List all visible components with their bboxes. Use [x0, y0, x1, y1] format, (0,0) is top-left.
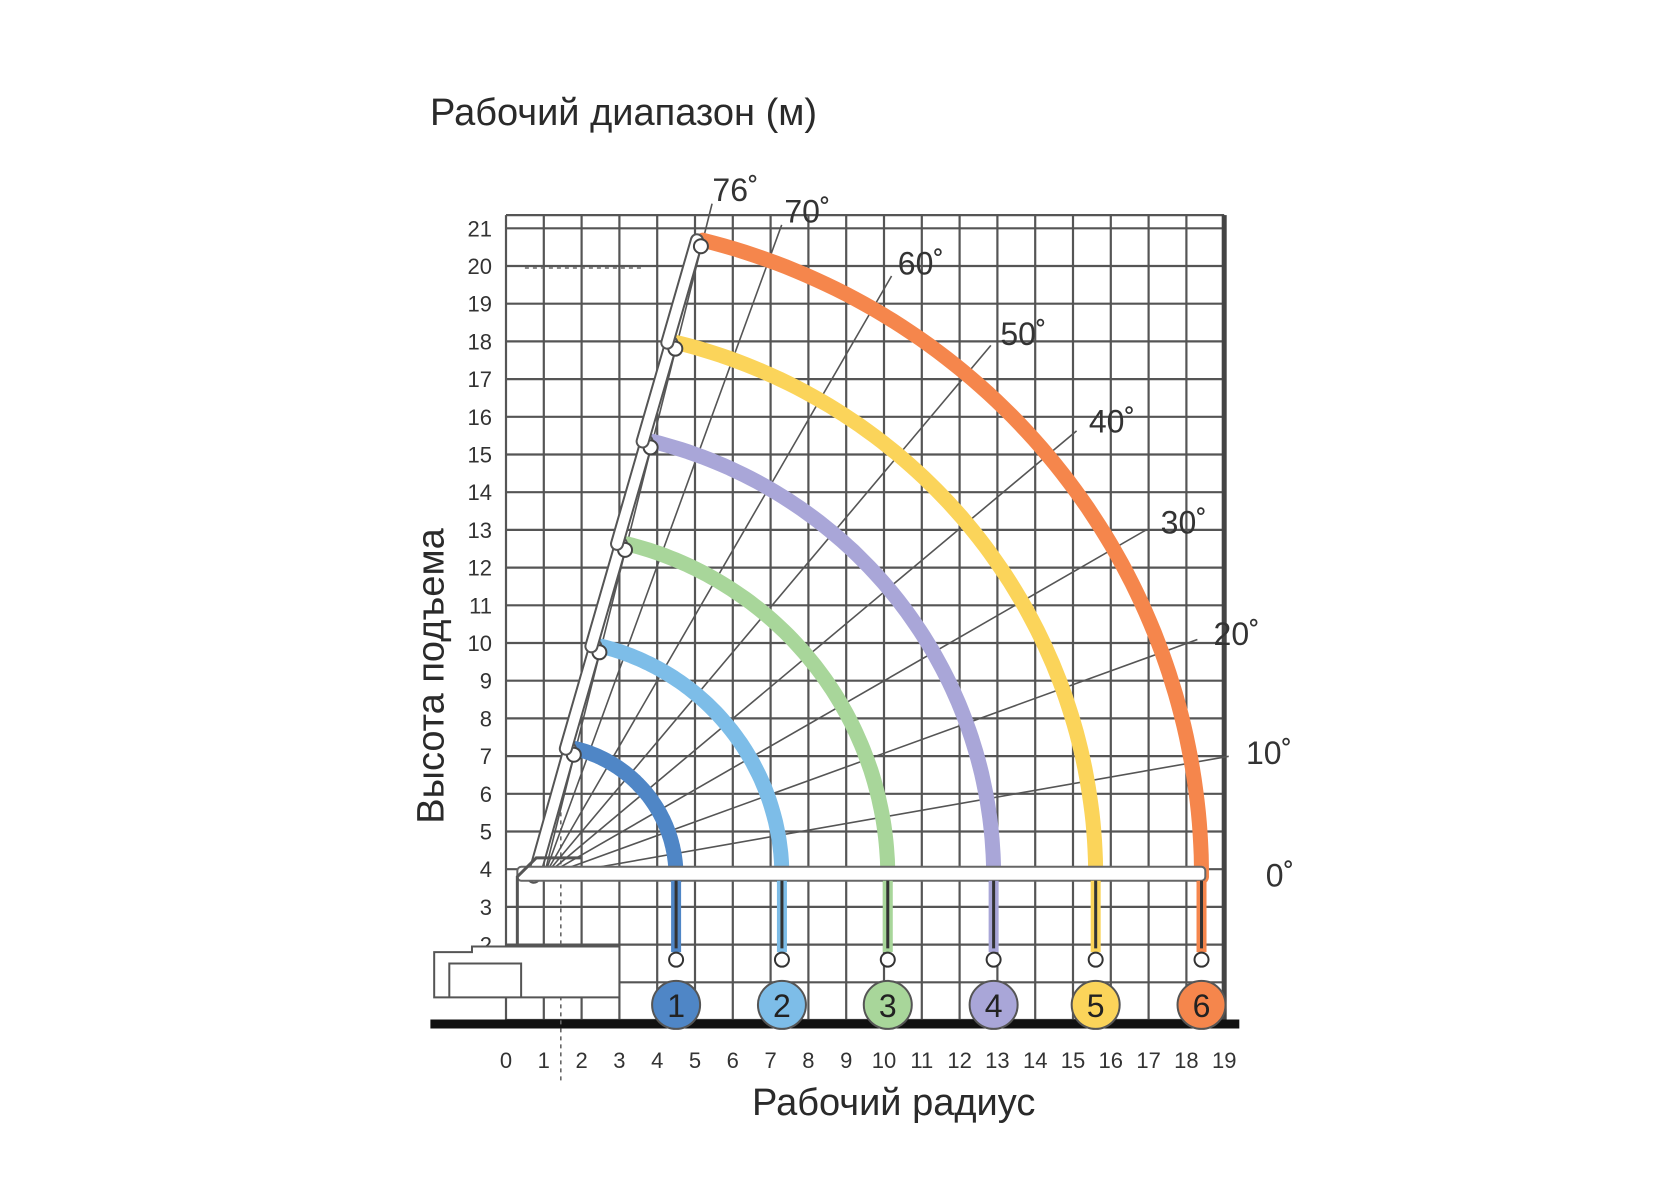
series-badge-circle — [651, 979, 702, 1030]
angle-label: 40˚ — [1089, 403, 1135, 439]
y-tick-label: 6 — [480, 782, 492, 807]
y-tick-label: 20 — [468, 254, 492, 279]
y-tick-label: 16 — [468, 405, 492, 430]
boom-section-body — [662, 235, 702, 348]
boom-reach-arc-4 — [645, 433, 1002, 885]
x-tick-label: 18 — [1174, 1048, 1198, 1073]
x-tick-label: 1 — [538, 1048, 550, 1073]
y-tick-label: 5 — [480, 820, 492, 845]
series-badge-circle — [756, 979, 807, 1030]
y-tick-label: 18 — [468, 329, 492, 354]
chart-title: Рабочий диапазон (м) — [430, 92, 818, 134]
angle-label: 10˚ — [1246, 735, 1292, 771]
x-tick-label: 6 — [727, 1048, 739, 1073]
hook-block — [1193, 951, 1210, 968]
x-tick-label: 14 — [1023, 1048, 1047, 1073]
series-badge-label: 5 — [1087, 988, 1105, 1024]
boom-reach-arc-2 — [593, 638, 790, 885]
hook-block — [985, 951, 1002, 968]
x-tick-label: 3 — [613, 1048, 625, 1073]
boom-section-body — [528, 743, 575, 882]
y-tick-label: 14 — [468, 480, 492, 505]
boom-section-body — [586, 538, 627, 652]
y-tick-label: 8 — [480, 706, 492, 731]
x-tick-label: 5 — [689, 1048, 701, 1073]
boom-reach-arc-6 — [695, 232, 1209, 885]
x-tick-label: 11 — [910, 1048, 933, 1073]
series-badge-label: 6 — [1193, 988, 1211, 1024]
crane-column — [515, 856, 582, 947]
series-badge-circle — [1176, 979, 1227, 1030]
boom-section-body — [612, 436, 652, 549]
angle-label: 20˚ — [1214, 616, 1260, 652]
y-tick-label: 9 — [480, 669, 492, 694]
x-tick-label: 8 — [802, 1048, 814, 1073]
hook-block — [668, 951, 685, 968]
boom-reach-arc-3 — [619, 536, 896, 885]
x-tick-label: 13 — [985, 1048, 1009, 1073]
series-badge-circle — [968, 979, 1019, 1030]
x-tick-label: 9 — [840, 1048, 852, 1073]
series-badge-label: 2 — [773, 988, 791, 1024]
hook-block — [773, 951, 790, 968]
y-tick-label: 21 — [468, 216, 492, 241]
truck-cab — [448, 962, 523, 998]
y-tick-label: 12 — [468, 556, 492, 581]
x-tick-label: 15 — [1061, 1048, 1085, 1073]
angle-label: 50˚ — [1000, 316, 1046, 352]
hook-block — [879, 951, 896, 968]
y-tick-label: 7 — [480, 744, 492, 769]
boom-tip-hook — [692, 238, 709, 255]
boom-section-body — [637, 337, 677, 447]
x-tick-label: 16 — [1099, 1048, 1123, 1073]
x-tick-label: 4 — [651, 1048, 663, 1073]
x-tick-label: 17 — [1136, 1048, 1160, 1073]
x-tick-label: 10 — [872, 1048, 896, 1073]
hook-block — [1087, 951, 1104, 968]
series-badge-label: 1 — [667, 988, 685, 1024]
series-badge-circle — [1070, 979, 1121, 1030]
boom-reach-arc-5 — [669, 335, 1104, 885]
y-tick-label: 15 — [468, 443, 492, 468]
boom-section-body — [560, 641, 601, 754]
angle-label: 76˚ — [712, 172, 758, 208]
y-tick-label: 13 — [468, 518, 492, 543]
boom-horizontal — [516, 865, 1207, 882]
x-tick-label: 19 — [1212, 1048, 1236, 1073]
angle-label: 60˚ — [898, 246, 944, 282]
x-axis-label: Рабочий радиус — [752, 1082, 1036, 1124]
y-tick-label: 10 — [468, 631, 492, 656]
x-tick-label: 12 — [947, 1048, 971, 1073]
x-tick-label: 2 — [575, 1048, 587, 1073]
y-tick-label: 17 — [468, 367, 492, 392]
boom-reach-arc-1 — [568, 741, 684, 885]
truck-body — [433, 945, 621, 999]
y-tick-label: 3 — [480, 895, 492, 920]
angle-label: 0˚ — [1266, 858, 1294, 894]
series-badge-circle — [862, 979, 913, 1030]
x-tick-label: 7 — [764, 1048, 776, 1073]
y-tick-label: 11 — [469, 593, 492, 618]
y-tick-label: 4 — [480, 857, 492, 882]
angle-label: 70˚ — [784, 193, 830, 229]
series-badge-label: 3 — [879, 988, 897, 1024]
angle-label: 30˚ — [1161, 504, 1207, 540]
series-badge-label: 4 — [985, 988, 1003, 1024]
y-tick-label: 19 — [468, 292, 492, 317]
x-tick-label: 0 — [500, 1048, 512, 1073]
